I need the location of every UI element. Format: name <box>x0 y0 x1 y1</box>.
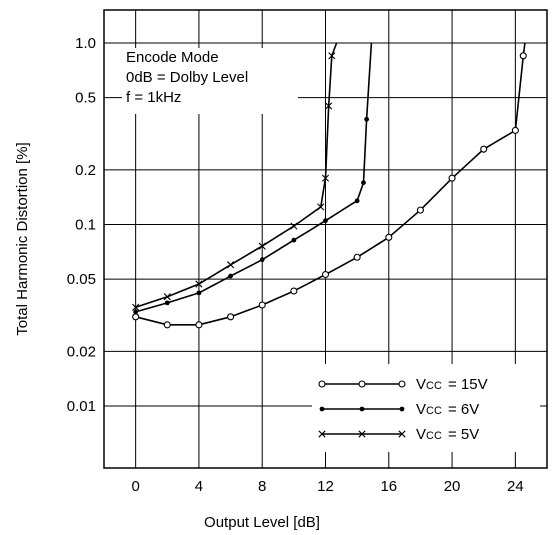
x-tick-label: 24 <box>507 478 524 495</box>
data-point <box>228 274 233 279</box>
data-point <box>197 290 202 295</box>
legend-marker <box>320 407 325 412</box>
data-point <box>164 322 170 328</box>
legend-marker <box>359 381 365 387</box>
data-point <box>133 314 139 320</box>
data-point <box>355 198 360 203</box>
data-point <box>520 53 526 59</box>
y-tick-label: 1.0 <box>75 35 96 52</box>
x-tick-label: 16 <box>380 478 397 495</box>
data-point <box>291 288 297 294</box>
data-point <box>417 207 423 213</box>
y-tick-label: 0.5 <box>75 90 96 107</box>
y-tick-label: 0.1 <box>75 217 96 234</box>
x-axis-title: Output Level [dB] <box>204 514 320 531</box>
y-tick-label: 0.02 <box>67 343 96 360</box>
legend-value-label: = 6V <box>448 401 479 418</box>
data-point <box>323 272 329 278</box>
x-tick-label: 8 <box>258 478 266 495</box>
data-point <box>512 127 518 133</box>
data-point <box>133 309 138 314</box>
legend-value-label: = 5V <box>448 426 479 443</box>
legend-marker <box>400 407 405 412</box>
legend-marker <box>360 407 365 412</box>
annotation-reference-level: 0dB = Dolby Level <box>126 69 248 86</box>
y-axis-title: Total Harmonic Distortion [%] <box>14 142 31 335</box>
data-point <box>361 180 366 185</box>
data-point <box>260 257 265 262</box>
legend-marker <box>319 381 325 387</box>
data-point <box>354 254 360 260</box>
data-point <box>449 175 455 181</box>
data-point <box>228 314 234 320</box>
y-tick-label: 0.05 <box>67 271 96 288</box>
data-point <box>196 322 202 328</box>
annotation-box: Encode Mode 0dB = Dolby Level f = 1kHz <box>122 48 298 114</box>
legend-value-label: = 15V <box>448 376 488 393</box>
x-tick-label: 4 <box>195 478 203 495</box>
data-point <box>481 146 487 152</box>
annotation-frequency: f = 1kHz <box>126 89 181 106</box>
data-point <box>291 238 296 243</box>
data-point <box>259 302 265 308</box>
x-tick-label: 12 <box>317 478 334 495</box>
y-tick-label: 0.2 <box>75 162 96 179</box>
legend-marker <box>399 381 405 387</box>
data-point <box>386 234 392 240</box>
x-tick-label: 0 <box>131 478 139 495</box>
data-point <box>165 300 170 305</box>
data-point <box>364 117 369 122</box>
annotation-mode: Encode Mode <box>126 49 219 66</box>
data-point <box>323 218 328 223</box>
y-tick-label: 0.01 <box>67 398 96 415</box>
x-tick-label: 20 <box>444 478 461 495</box>
